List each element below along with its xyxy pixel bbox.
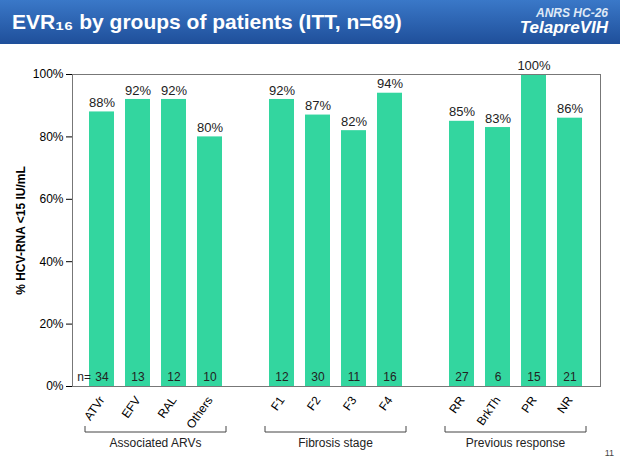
svg-text:82%: 82%: [341, 114, 367, 129]
svg-text:n=: n=: [77, 370, 91, 384]
svg-text:92%: 92%: [161, 83, 187, 98]
svg-text:Previous response: Previous response: [466, 436, 566, 450]
html-text:TelapreVIH: TelapreVIH: [519, 18, 608, 38]
svg-text:27: 27: [455, 370, 469, 384]
svg-text:Associated ARVs: Associated ARVs: [110, 436, 202, 450]
svg-text:% HCV-RNA <15 IU/mL: % HCV-RNA <15 IU/mL: [14, 166, 28, 295]
svg-text:92%: 92%: [269, 83, 295, 98]
svg-text:6: 6: [495, 370, 502, 384]
svg-text:0%: 0%: [46, 379, 64, 393]
svg-text:80%: 80%: [197, 120, 223, 135]
svg-text:11: 11: [348, 370, 361, 384]
svg-text:Others: Others: [183, 394, 215, 432]
svg-text:85%: 85%: [449, 104, 475, 119]
svg-text:PR: PR: [519, 393, 540, 415]
svg-text:EFV: EFV: [119, 394, 144, 421]
svg-text:11: 11: [605, 448, 614, 458]
svg-text:87%: 87%: [305, 98, 331, 113]
svg-text:34: 34: [95, 370, 109, 384]
html-text:ANRS HC-26: ANRS HC-26: [536, 5, 608, 20]
svg-text:F2: F2: [304, 393, 324, 413]
svg-text:60%: 60%: [39, 192, 63, 206]
svg-text:13: 13: [131, 370, 145, 384]
svg-text:100%: 100%: [33, 67, 64, 81]
svg-text:86%: 86%: [557, 101, 583, 116]
svg-text:F4: F4: [376, 393, 396, 413]
svg-text:83%: 83%: [485, 111, 511, 126]
svg-text:16: 16: [383, 370, 397, 384]
svg-text:88%: 88%: [89, 95, 115, 110]
svg-text:92%: 92%: [125, 83, 151, 98]
svg-text:30: 30: [311, 370, 325, 384]
svg-text:12: 12: [167, 370, 181, 384]
svg-text:RAL: RAL: [155, 393, 180, 420]
svg-text:15: 15: [527, 370, 541, 384]
svg-text:RR: RR: [446, 393, 468, 416]
html-text:EVR₁₆ by groups of patients (I: EVR₁₆ by groups of patients (ITT, n=69): [12, 10, 402, 33]
svg-text:F1: F1: [268, 393, 288, 413]
svg-text:94%: 94%: [377, 76, 403, 91]
svg-text:ATVr: ATVr: [81, 394, 107, 423]
svg-text:F3: F3: [340, 393, 360, 413]
svg-text:Fibrosis stage: Fibrosis stage: [298, 436, 373, 450]
svg-text:40%: 40%: [39, 255, 63, 269]
svg-text:80%: 80%: [39, 130, 63, 144]
svg-text:10: 10: [203, 370, 217, 384]
svg-text:12: 12: [275, 370, 289, 384]
svg-text:NR: NR: [554, 393, 576, 416]
svg-text:100%: 100%: [517, 58, 551, 73]
svg-text:21: 21: [563, 370, 577, 384]
svg-text:20%: 20%: [39, 317, 63, 331]
svg-text:BrkTh: BrkTh: [474, 394, 504, 428]
